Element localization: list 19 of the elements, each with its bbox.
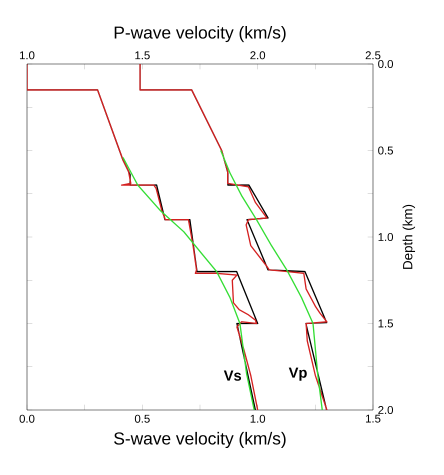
x2-tick-label: 2.5	[366, 51, 380, 60]
x2-tick-label: 2.0	[250, 51, 266, 60]
x-tick-label: 0.0	[20, 414, 34, 423]
y-axis-title: Depth (km)	[402, 204, 416, 269]
y-tick-label: 1.5	[378, 320, 393, 328]
y-tick-label: 0.5	[378, 146, 393, 155]
x-tick-label: 1.0	[250, 414, 266, 423]
annotation: Vp	[288, 368, 307, 381]
line-series	[122, 156, 255, 410]
x-tick-label: 1.5	[366, 414, 380, 423]
x-tick-label: 0.5	[134, 414, 150, 423]
x-axis-title: S-wave velocity (km/s)	[114, 432, 286, 448]
x2-axis-title: P-wave velocity (km/s)	[114, 26, 286, 42]
annotation: Vs	[224, 370, 242, 381]
y-tick-label: 2.0	[378, 406, 394, 414]
x2-tick-label: 1.0	[20, 51, 34, 60]
x2-tick-label: 1.5	[135, 51, 150, 60]
y-tick-label: 1.0	[378, 233, 394, 242]
y-tick-label: 0.0	[378, 60, 394, 68]
